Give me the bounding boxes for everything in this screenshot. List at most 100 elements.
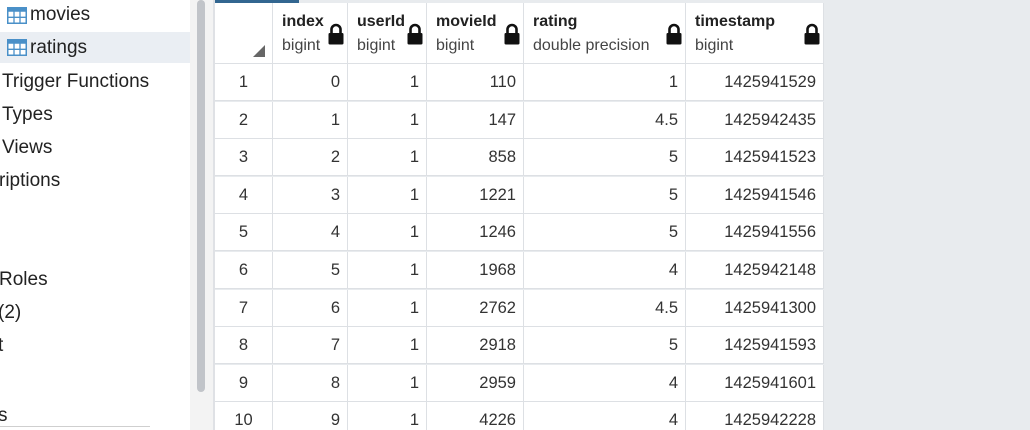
cell-userid[interactable]: 1 xyxy=(348,289,427,327)
tree-item-views[interactable]: Views xyxy=(2,132,52,163)
cell-timestamp[interactable]: 1425941523 xyxy=(686,139,824,177)
pane-splitter[interactable] xyxy=(213,0,215,430)
tree-item-count[interactable]: (2) xyxy=(0,297,21,328)
cell-rating[interactable]: 5 xyxy=(524,176,686,214)
cell-rating[interactable]: 4.5 xyxy=(524,101,686,139)
cell-userid[interactable]: 1 xyxy=(348,327,427,365)
tree-item-ratings[interactable]: ratings xyxy=(0,32,190,63)
tree-item-partial-bottom[interactable]: s xyxy=(0,400,8,430)
table-row[interactable]: 4 3 1 1221 5 1425941546 xyxy=(215,176,824,214)
cell-rating[interactable]: 5 xyxy=(524,327,686,365)
column-name: rating xyxy=(533,13,578,30)
tree-item-partial[interactable]: t xyxy=(0,330,3,361)
cell-movieid[interactable]: 147 xyxy=(427,101,524,139)
cell-userid[interactable]: 1 xyxy=(348,402,427,430)
cell-index[interactable]: 4 xyxy=(273,214,348,252)
cell-index[interactable]: 6 xyxy=(273,289,348,327)
tree-item-trigger-functions[interactable]: Trigger Functions xyxy=(2,66,149,97)
row-number[interactable]: 8 xyxy=(215,327,273,365)
cell-movieid[interactable]: 2918 xyxy=(427,327,524,365)
cell-index[interactable]: 3 xyxy=(273,176,348,214)
cell-movieid[interactable]: 1968 xyxy=(427,252,524,289)
cell-movieid[interactable]: 858 xyxy=(427,139,524,177)
table-row[interactable]: 10 9 1 4226 4 1425942228 xyxy=(215,402,824,430)
cell-userid[interactable]: 1 xyxy=(348,364,427,402)
cell-movieid[interactable]: 2762 xyxy=(427,289,524,327)
table-icon xyxy=(7,6,27,24)
row-number[interactable]: 7 xyxy=(215,289,273,327)
column-name: index xyxy=(282,13,324,30)
cell-index[interactable]: 8 xyxy=(273,364,348,402)
cell-userid[interactable]: 1 xyxy=(348,252,427,289)
cell-movieid[interactable]: 2959 xyxy=(427,364,524,402)
column-type: bigint xyxy=(282,37,321,54)
row-number[interactable]: 9 xyxy=(215,364,273,402)
cell-userid[interactable]: 1 xyxy=(348,101,427,139)
cell-index[interactable]: 1 xyxy=(273,101,348,139)
cell-movieid[interactable]: 1221 xyxy=(427,176,524,214)
tree-item-label: (2) xyxy=(0,301,22,323)
table-row[interactable]: 1 0 1 110 1 1425941529 xyxy=(215,64,824,101)
table-row[interactable]: 2 1 1 147 4.5 1425942435 xyxy=(215,101,824,139)
tree-item-subscriptions[interactable]: riptions xyxy=(0,165,60,196)
table-row[interactable]: 3 2 1 858 5 1425941523 xyxy=(215,139,824,177)
cell-index[interactable]: 0 xyxy=(273,64,348,101)
tree-item-label: t xyxy=(0,334,4,356)
cell-rating[interactable]: 4 xyxy=(524,402,686,430)
row-number[interactable]: 3 xyxy=(215,139,273,177)
cell-index[interactable]: 2 xyxy=(273,139,348,177)
row-number[interactable]: 10 xyxy=(215,402,273,430)
row-number[interactable]: 5 xyxy=(215,214,273,252)
scrollbar-thumb[interactable] xyxy=(197,0,205,392)
cell-userid[interactable]: 1 xyxy=(348,214,427,252)
cell-timestamp[interactable]: 1425942435 xyxy=(686,101,824,139)
row-number[interactable]: 1 xyxy=(215,64,273,101)
data-grid: index bigint userId bigint movieId bigint rati… xyxy=(215,0,1030,430)
tree-item-movies[interactable]: movies xyxy=(0,0,90,30)
tree-scrollbar[interactable] xyxy=(190,0,214,430)
cell-userid[interactable]: 1 xyxy=(348,176,427,214)
column-type: double precision xyxy=(533,37,650,54)
cell-timestamp[interactable]: 1425941593 xyxy=(686,327,824,365)
cell-timestamp[interactable]: 1425941529 xyxy=(686,64,824,101)
cell-userid[interactable]: 1 xyxy=(348,139,427,177)
column-header-userid[interactable]: userId bigint xyxy=(348,3,427,64)
cell-movieid[interactable]: 4226 xyxy=(427,402,524,430)
cell-rating[interactable]: 5 xyxy=(524,139,686,177)
cell-rating[interactable]: 4.5 xyxy=(524,289,686,327)
table-row[interactable]: 5 4 1 1246 5 1425941556 xyxy=(215,214,824,252)
table-row[interactable]: 9 8 1 2959 4 1425941601 xyxy=(215,364,824,402)
cell-userid[interactable]: 1 xyxy=(348,64,427,101)
tree-item-roles[interactable]: Roles xyxy=(0,264,48,295)
cell-index[interactable]: 7 xyxy=(273,327,348,365)
tree-item-types[interactable]: Types xyxy=(2,99,53,130)
cell-rating[interactable]: 4 xyxy=(524,364,686,402)
table-row[interactable]: 8 7 1 2918 5 1425941593 xyxy=(215,327,824,365)
tree-item-label: riptions xyxy=(0,169,61,191)
table-row[interactable]: 6 5 1 1968 4 1425942148 xyxy=(215,252,824,289)
cell-timestamp[interactable]: 1425942228 xyxy=(686,402,824,430)
cell-timestamp[interactable]: 1425941556 xyxy=(686,214,824,252)
row-number[interactable]: 6 xyxy=(215,252,273,289)
cell-movieid[interactable]: 1246 xyxy=(427,214,524,252)
cell-rating[interactable]: 1 xyxy=(524,64,686,101)
cell-timestamp[interactable]: 1425941601 xyxy=(686,364,824,402)
table-row[interactable]: 7 6 1 2762 4.5 1425941300 xyxy=(215,289,824,327)
cell-timestamp[interactable]: 1425941546 xyxy=(686,176,824,214)
cell-timestamp[interactable]: 1425942148 xyxy=(686,252,824,289)
row-number[interactable]: 4 xyxy=(215,176,273,214)
column-header-index[interactable]: index bigint xyxy=(273,3,348,64)
tree-item-label: Trigger Functions xyxy=(2,70,150,92)
select-all-corner[interactable] xyxy=(215,3,273,64)
cell-rating[interactable]: 4 xyxy=(524,252,686,289)
row-number[interactable]: 2 xyxy=(215,101,273,139)
column-header-timestamp[interactable]: timestamp bigint xyxy=(686,3,824,64)
cell-movieid[interactable]: 110 xyxy=(427,64,524,101)
cell-index[interactable]: 9 xyxy=(273,402,348,430)
lock-icon xyxy=(328,23,344,45)
cell-rating[interactable]: 5 xyxy=(524,214,686,252)
column-header-movieid[interactable]: movieId bigint xyxy=(427,3,524,64)
column-header-rating[interactable]: rating double precision xyxy=(524,3,686,64)
cell-timestamp[interactable]: 1425941300 xyxy=(686,289,824,327)
cell-index[interactable]: 5 xyxy=(273,252,348,289)
